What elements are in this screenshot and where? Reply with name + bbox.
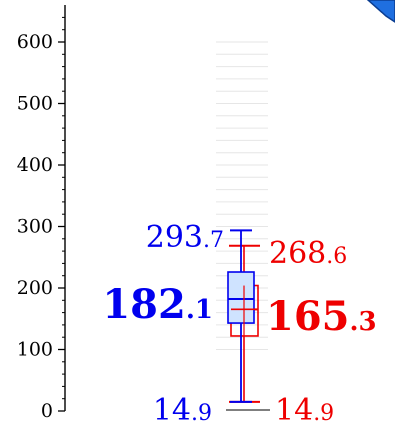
red-min-label: 14.9	[275, 393, 334, 428]
blue-max-label: 293.7	[146, 220, 224, 255]
red-median-label: 165.3	[266, 293, 377, 340]
red-min-label-fraction: .9	[313, 401, 334, 426]
y-tick-label: 200	[17, 277, 53, 299]
y-tick-label: 100	[17, 339, 53, 361]
gridlines	[216, 41, 268, 350]
blue-max-label-integer: 293	[146, 220, 203, 255]
red-max-label-integer: 268	[269, 236, 326, 271]
y-tick-label: 500	[17, 93, 53, 115]
blue-min-label: 14.9	[153, 393, 212, 428]
y-tick-label: 400	[17, 154, 53, 176]
y-tick-label: 600	[17, 31, 53, 53]
red-min-label-integer: 14	[275, 393, 313, 428]
y-tick-label: 0	[41, 400, 53, 422]
y-tick-label: 300	[17, 216, 53, 238]
blue-median-label-fraction: .1	[186, 295, 213, 325]
blue-max-label-fraction: .7	[203, 228, 224, 253]
iqr-box	[227, 271, 255, 324]
blue-median-label-integer: 182	[102, 281, 186, 328]
red-max-label: 268.6	[269, 236, 347, 271]
blue-min-label-fraction: .9	[191, 401, 212, 426]
tab-shape-icon[interactable]	[366, 0, 395, 23]
red-median-label-integer: 165	[266, 293, 350, 340]
red-median-label-fraction: .3	[350, 307, 377, 337]
blue-median-label: 182.1	[102, 281, 213, 328]
y-axis: 0 100 200 300 400 500 600	[17, 5, 66, 422]
series-blue-box	[226, 229, 270, 411]
red-max-label-fraction: .6	[326, 244, 347, 269]
blue-min-label-integer: 14	[153, 393, 191, 428]
